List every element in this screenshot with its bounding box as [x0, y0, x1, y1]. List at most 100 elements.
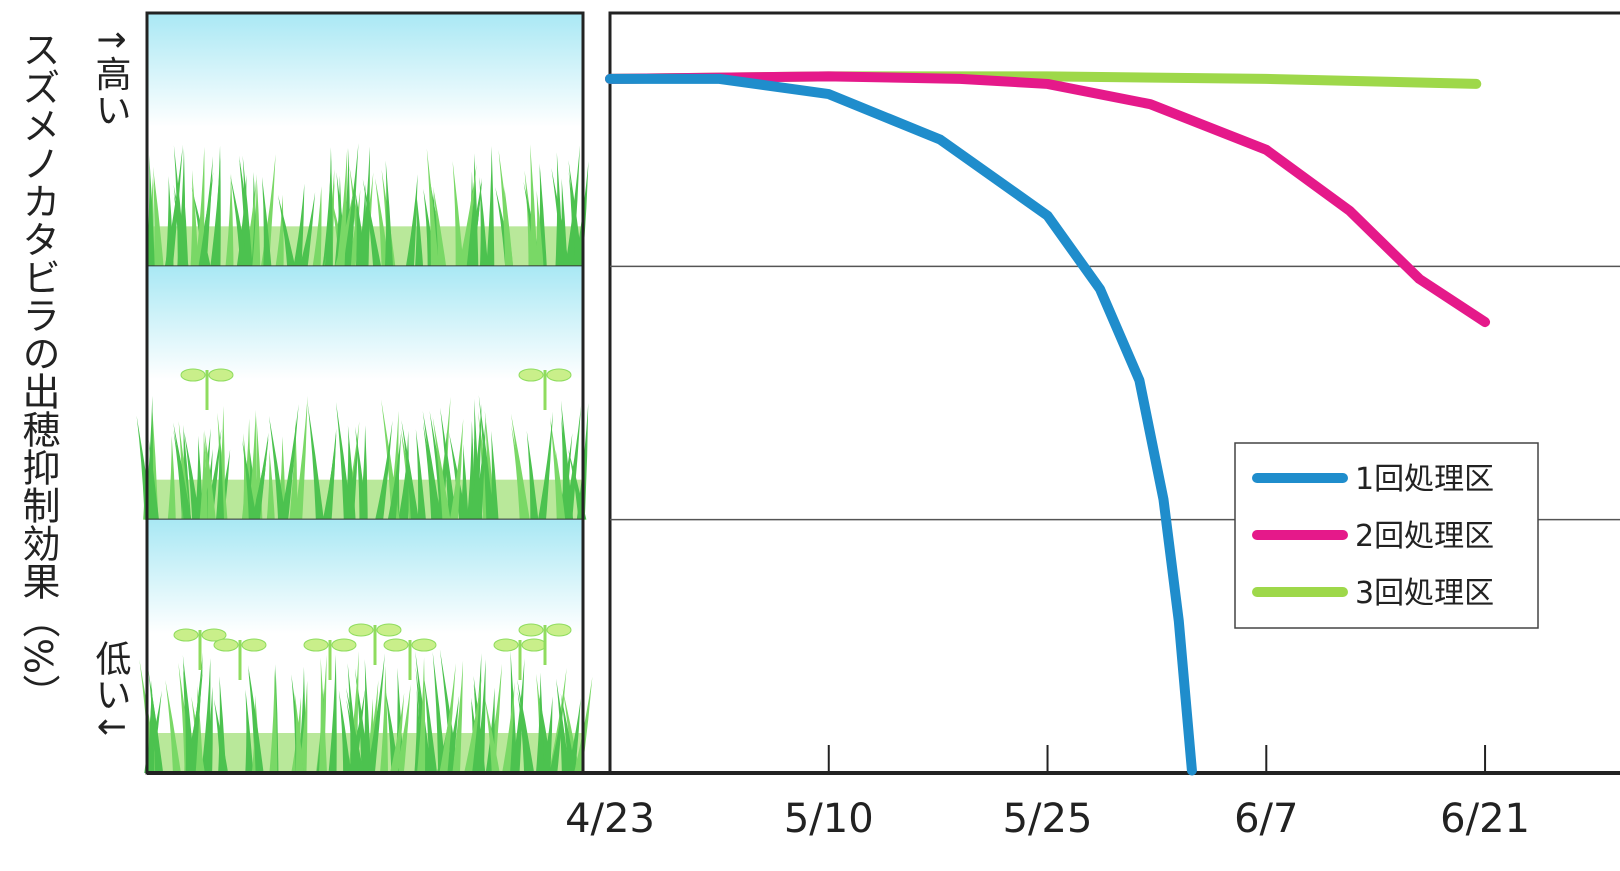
grass-blade	[248, 665, 264, 773]
grass-blade	[555, 152, 564, 267]
seed-head	[376, 623, 402, 637]
legend-label: 2回処理区	[1355, 519, 1494, 554]
grass-blade	[363, 659, 372, 773]
grass-blade	[415, 429, 426, 520]
grass-blade	[423, 674, 438, 773]
grass-blade	[178, 421, 191, 520]
grass-blade	[277, 194, 296, 267]
grass-blade	[564, 405, 582, 520]
grass-blade	[565, 145, 581, 267]
grass-blade	[366, 653, 385, 773]
plot-frame	[608, 11, 1620, 775]
grass-blade	[247, 409, 257, 520]
seed-head	[241, 638, 267, 652]
grass-blade	[486, 146, 495, 267]
illustration	[136, 11, 593, 775]
grass-blade	[556, 678, 570, 773]
grass-blade	[218, 676, 227, 773]
grass-blade	[490, 430, 499, 520]
grass-blade	[555, 449, 566, 520]
grass-blade	[464, 675, 482, 773]
grass-blade	[439, 663, 456, 773]
grass-blade	[198, 156, 214, 267]
grass-blade	[338, 690, 352, 773]
seed-head	[521, 638, 547, 652]
y-high-label: ↑高い	[90, 25, 131, 127]
grass-blade	[187, 652, 203, 773]
seed-head	[493, 638, 519, 652]
seed-head	[331, 638, 357, 652]
grass-blade	[576, 403, 589, 520]
line-series	[605, 73, 1197, 776]
seed-head	[518, 623, 544, 637]
grass-blade	[475, 659, 486, 773]
grass-blade	[426, 148, 439, 267]
grass-blade	[359, 425, 368, 520]
grass-blade	[312, 186, 322, 267]
seed-head	[411, 638, 437, 652]
grass-blade	[347, 663, 359, 773]
grass-blade	[526, 430, 539, 520]
grass-blade	[324, 147, 333, 267]
grass-blade	[502, 681, 515, 773]
grass-blade	[212, 145, 221, 267]
grass-blade	[432, 416, 451, 520]
grass-blade	[470, 403, 482, 520]
grass-blade	[342, 143, 359, 267]
grass-blade	[165, 176, 174, 267]
seed-head	[518, 368, 544, 382]
grass-blade	[266, 449, 275, 520]
grass-blade	[478, 395, 495, 520]
grass-blade	[345, 435, 359, 520]
grass-blade	[538, 411, 554, 520]
grass-blade	[535, 190, 544, 267]
grass-blade	[242, 440, 257, 520]
grass-blade	[194, 435, 203, 520]
grass-blade	[379, 665, 388, 773]
grass-blade	[511, 413, 530, 520]
grass-blade	[269, 668, 278, 773]
grass-blade	[357, 183, 366, 267]
seed-head	[348, 623, 374, 637]
grass-blade	[148, 439, 159, 520]
grass-blade	[225, 173, 234, 267]
grass-blade	[251, 432, 269, 520]
grass-blade	[252, 174, 261, 267]
seed-head	[546, 368, 572, 382]
grass-blade	[560, 693, 576, 773]
seed-head	[180, 368, 206, 382]
grass-blade	[542, 696, 553, 773]
grass-blade	[215, 434, 224, 520]
grass-blade	[318, 657, 327, 773]
grass-blade	[293, 183, 305, 267]
grass-blade	[328, 654, 337, 773]
grass-blade	[164, 144, 183, 267]
grass-blade	[294, 692, 304, 773]
grass-blade	[195, 146, 205, 267]
grass-blade	[405, 174, 418, 267]
grass-blade	[422, 410, 442, 520]
grass-blade	[299, 192, 316, 267]
grass-blade	[294, 395, 308, 520]
x-tick-label: 6/7	[1234, 796, 1298, 842]
grass-blade	[298, 680, 308, 773]
seed-head	[173, 628, 199, 642]
x-tick-label: 4/23	[565, 796, 655, 842]
seed-head	[383, 638, 409, 652]
grass-blade	[395, 684, 411, 773]
grass-blade	[400, 430, 409, 520]
grass-blade	[479, 176, 488, 267]
grass-blade	[452, 161, 464, 267]
grass-blade	[336, 147, 348, 267]
grass-blade	[148, 669, 164, 773]
grass-blade	[417, 657, 426, 773]
grass-blade	[458, 163, 477, 267]
seed-head	[303, 638, 329, 652]
grass-blade	[415, 191, 424, 267]
grass-blade	[556, 432, 573, 520]
grass-blade	[449, 418, 464, 520]
grass-blade	[444, 695, 460, 773]
grass-blade	[473, 675, 486, 773]
grass-blade	[323, 428, 337, 520]
